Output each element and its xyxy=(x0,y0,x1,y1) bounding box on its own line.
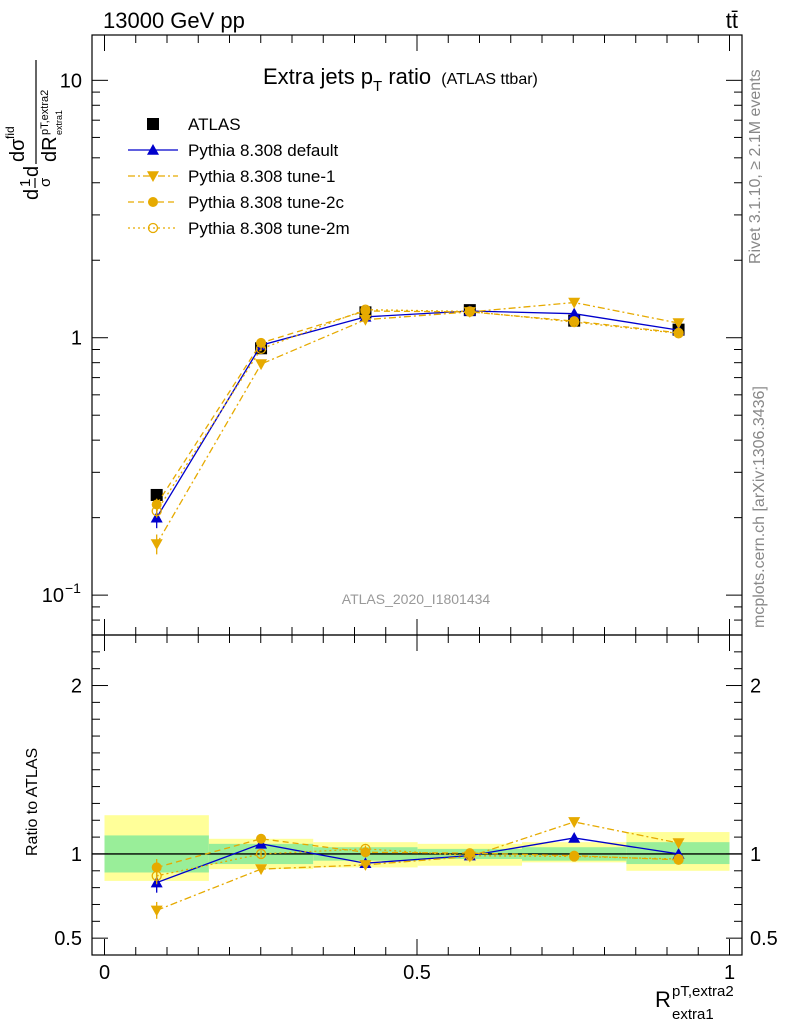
rivet-label: Rivet 3.1.10, ≥ 2.1M events xyxy=(747,69,764,264)
y-tick-label: 10 xyxy=(60,70,82,92)
data-point xyxy=(359,860,372,871)
main-plot-marks xyxy=(150,297,685,555)
legend-label: Pythia 8.308 tune-1 xyxy=(188,167,335,186)
y-tick-label: 10 xyxy=(42,585,64,607)
data-point xyxy=(255,343,267,355)
series-line xyxy=(156,309,679,512)
legend-marker xyxy=(147,144,159,155)
ratio-panel: 2 2 1 1 0.5 0.5 0 0.5 1 Ratio to ATLAS R pT,extr… xyxy=(24,634,778,1023)
svg-text:σ: σ xyxy=(37,177,54,187)
ratio-frame xyxy=(91,634,743,956)
svg-text:extra1: extra1 xyxy=(54,110,64,135)
data-point xyxy=(151,505,162,517)
series-line xyxy=(156,837,679,884)
legend-marker xyxy=(147,222,159,234)
data-point xyxy=(569,316,580,328)
y-tick-label: 0.5 xyxy=(54,928,82,950)
data-point xyxy=(464,850,475,861)
x-axis-label: R xyxy=(655,987,671,1012)
legend-marker xyxy=(147,171,159,182)
data-point xyxy=(568,297,581,309)
svg-text:d: d xyxy=(21,166,43,177)
data-point xyxy=(673,328,684,339)
svg-text:1: 1 xyxy=(17,179,34,187)
svg-text:fid: fid xyxy=(3,126,17,139)
ratio-axis-ticks: 2 2 1 1 0.5 0.5 0 0.5 1 xyxy=(54,635,778,984)
series-line xyxy=(156,310,679,518)
legend-entry: Pythia 8.308 tune-1 xyxy=(128,167,335,186)
y-tick-label: 2 xyxy=(71,676,82,698)
y-tick-label-right: 1 xyxy=(750,844,761,866)
y-tick-label-right: 0.5 xyxy=(750,928,778,950)
x-tick-label: 0.5 xyxy=(403,962,431,984)
legend: ATLAS Pythia 8.308 default Pythia 8.308 tu… xyxy=(128,115,350,238)
legend-entry: ATLAS xyxy=(147,115,241,134)
data-point xyxy=(256,833,267,844)
y-tick-label: 1 xyxy=(71,844,82,866)
data-point xyxy=(673,853,684,865)
data-point xyxy=(151,870,162,881)
data-point xyxy=(568,817,581,828)
ratio-y-axis-label: Ratio to ATLAS xyxy=(24,748,41,856)
svg-text:pT,extra2: pT,extra2 xyxy=(39,90,51,135)
x-axis-label-sub: extra1 xyxy=(672,1006,714,1023)
data-point xyxy=(150,539,163,550)
legend-entry: Pythia 8.308 tune-2c xyxy=(128,193,344,212)
data-point xyxy=(464,306,475,317)
legend-entry: Pythia 8.308 tune-2m xyxy=(128,219,350,238)
data-point xyxy=(569,851,580,862)
data-point xyxy=(255,359,268,371)
chart-title: Extra jets pT ratio (ATLAS ttbar) xyxy=(263,64,538,95)
y-tick-label-exponent: −1 xyxy=(65,580,81,596)
legend-entry: Pythia 8.308 default xyxy=(128,141,339,160)
data-point xyxy=(255,864,268,876)
y-tick-label-right: 2 xyxy=(750,676,761,698)
svg-text:d: d xyxy=(21,189,43,200)
data-point xyxy=(672,318,685,330)
y-tick-label: 1 xyxy=(71,328,82,350)
x-tick-label: 1 xyxy=(724,962,735,984)
legend-marker xyxy=(147,118,159,130)
mcplots-label: mcplots.cern.ch [arXiv:1306.3436] xyxy=(751,386,768,628)
svg-text:dσ: dσ xyxy=(7,138,29,162)
ratio-plot-marks xyxy=(150,817,685,919)
legend-marker xyxy=(148,197,158,207)
series-line xyxy=(156,838,679,869)
data-point xyxy=(360,843,371,855)
main-y-axis-label: d 1 σ d dσ fid dR pT,extra2 extra1 xyxy=(3,60,64,200)
legend-label: ATLAS xyxy=(188,115,241,134)
process-label: tt̄ xyxy=(726,8,738,33)
analysis-id: ATLAS_2020_I1801434 xyxy=(342,591,491,607)
collision-label: 13000 GeV pp xyxy=(103,8,245,33)
x-axis-label-sup: pT,extra2 xyxy=(672,983,734,1000)
svg-text:dR: dR xyxy=(39,136,61,162)
legend-label: Pythia 8.308 tune-2c xyxy=(188,193,344,212)
series-line xyxy=(156,310,679,505)
legend-label: Pythia 8.308 tune-2m xyxy=(188,219,350,238)
data-point xyxy=(672,838,685,849)
series-line xyxy=(156,821,679,911)
series-line xyxy=(156,301,679,545)
data-point xyxy=(360,304,371,315)
data-point xyxy=(150,905,163,917)
data-point xyxy=(568,307,581,319)
legend-label: Pythia 8.308 default xyxy=(188,141,339,160)
data-point xyxy=(568,831,581,843)
data-point xyxy=(359,314,372,326)
x-tick-label: 0 xyxy=(99,962,110,984)
data-point xyxy=(150,488,163,501)
data-point xyxy=(255,848,267,860)
